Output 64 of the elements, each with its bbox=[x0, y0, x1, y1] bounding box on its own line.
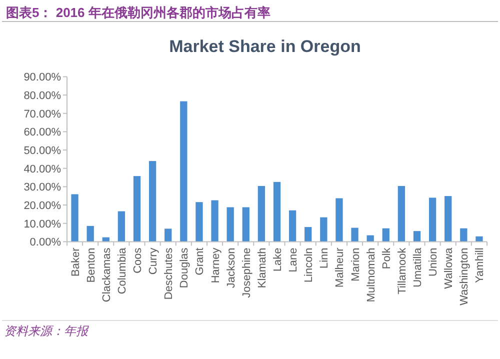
bar bbox=[226, 207, 234, 242]
x-tick-label: Douglas bbox=[178, 247, 191, 288]
x-tick-label: Lane bbox=[288, 248, 300, 272]
x-tick-label: Linn bbox=[318, 248, 331, 268]
x-tick-label: Washington bbox=[458, 248, 471, 306]
x-tick-label: Wallowa bbox=[443, 246, 456, 289]
x-tick-label: Josephine bbox=[240, 248, 253, 298]
bar bbox=[288, 210, 296, 242]
bar bbox=[180, 101, 188, 242]
bar bbox=[428, 198, 436, 242]
bar bbox=[118, 211, 126, 242]
text: 资料来源：年报 bbox=[4, 324, 89, 338]
x-tick-label: Polk bbox=[380, 247, 393, 270]
x-tick-label: Jackson bbox=[225, 248, 238, 288]
x-tick-label: Lake bbox=[272, 248, 284, 272]
x-tick-label: Tillamook bbox=[396, 247, 408, 294]
bar bbox=[133, 176, 141, 242]
bar bbox=[242, 207, 250, 242]
x-tick-label: Umatilla bbox=[412, 246, 424, 288]
bar bbox=[444, 196, 452, 242]
y-tick-label: 0.00% bbox=[30, 236, 62, 249]
x-tick-label: Marion bbox=[350, 248, 362, 282]
y-tick-label: 10.00% bbox=[24, 218, 62, 230]
bar bbox=[71, 194, 78, 242]
bar bbox=[398, 186, 406, 242]
x-tick-label: Benton bbox=[85, 248, 98, 283]
chart-title: Market Share in Oregon bbox=[169, 37, 361, 56]
x-tick-label: Curry bbox=[148, 247, 160, 275]
x-tick-label: Klamath bbox=[256, 248, 268, 288]
y-tick-label: 60.00% bbox=[24, 126, 62, 139]
x-tick-label: Union bbox=[428, 248, 440, 276]
x-tick-label: Lincoln bbox=[303, 248, 316, 283]
y-tick-label: 80.00% bbox=[24, 90, 62, 102]
x-tick-label: Clackamas bbox=[100, 247, 113, 302]
y-tick-label: 20.00% bbox=[24, 200, 62, 212]
bar bbox=[460, 228, 468, 242]
x-tick-label: Deschutes bbox=[163, 247, 176, 300]
x-tick-label: Grant bbox=[194, 248, 206, 276]
y-tick-label: 40.00% bbox=[24, 163, 62, 176]
bar bbox=[382, 228, 390, 242]
chart-subtitle: 图表5： 2016 年在俄勒冈州各郡的市场占有率 bbox=[6, 5, 270, 20]
bar bbox=[86, 226, 94, 242]
bar bbox=[320, 217, 328, 242]
y-tick-label: 90.00% bbox=[24, 72, 62, 84]
x-tick-label: Harney bbox=[210, 247, 222, 284]
x-tick-label: Columbia bbox=[116, 246, 128, 294]
y-tick-label: 70.00% bbox=[24, 108, 62, 120]
bar bbox=[258, 186, 266, 242]
x-tick-label: Baker bbox=[70, 247, 82, 276]
bar bbox=[413, 231, 421, 242]
bar bbox=[211, 200, 218, 242]
bar bbox=[148, 161, 156, 242]
bar bbox=[273, 182, 281, 242]
x-tick-label: Yamhill bbox=[474, 248, 486, 283]
bar bbox=[164, 228, 172, 242]
y-tick-label: 50.00% bbox=[24, 145, 62, 158]
y-tick-label: 30.00% bbox=[24, 182, 62, 194]
bar bbox=[336, 198, 343, 242]
x-tick-label: Multnomah bbox=[365, 248, 378, 302]
x-tick-label: Coos bbox=[132, 247, 144, 274]
bar bbox=[304, 227, 312, 242]
x-tick-label: Malheur bbox=[334, 247, 346, 288]
bar bbox=[351, 228, 358, 242]
bar bbox=[196, 202, 203, 242]
